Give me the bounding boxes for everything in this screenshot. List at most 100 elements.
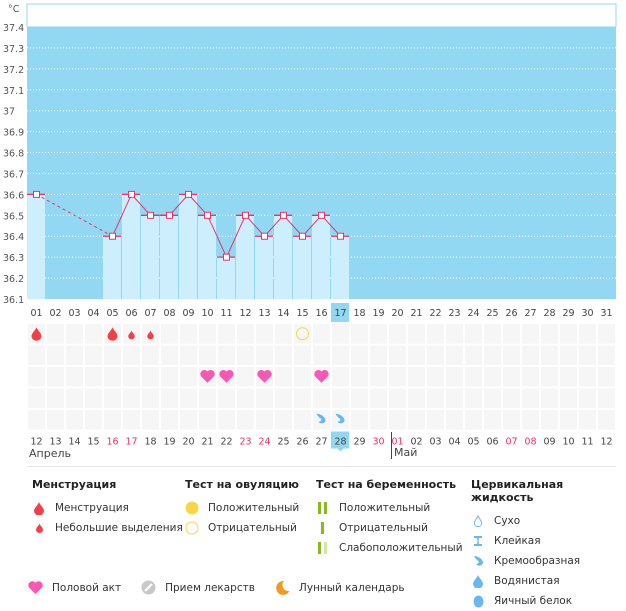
pill-icon	[141, 580, 156, 595]
calendar-cell	[237, 345, 254, 365]
x-tick-label: 12	[239, 308, 251, 319]
calendar-cell	[484, 388, 501, 408]
filled-circle-icon	[185, 501, 199, 515]
calendar-cell	[465, 324, 482, 344]
calendar-cell	[142, 367, 159, 387]
calendar-cell	[579, 324, 596, 344]
x-tick-label: 10	[201, 308, 213, 319]
y-tick-label: 37	[3, 107, 15, 118]
calendar-cell	[465, 367, 482, 387]
y-tick-label: 36.8	[3, 149, 24, 160]
calendar-cell	[294, 345, 311, 365]
data-point-marker	[299, 232, 306, 240]
calendar-cell	[522, 388, 539, 408]
data-point-marker	[318, 211, 325, 219]
temperature-bar	[293, 236, 311, 299]
calendar-cell	[389, 388, 406, 408]
x-tick-label: 14	[277, 308, 289, 319]
calendar-cell	[28, 367, 45, 387]
calendar-cell	[427, 324, 444, 344]
one-line-icon	[316, 521, 330, 535]
x-tick-label: 27	[524, 308, 536, 319]
calendar-cell	[85, 388, 102, 408]
legend-item-intercourse: Половой акт	[28, 580, 121, 595]
calendar-cell	[256, 388, 273, 408]
calendar-cell	[256, 410, 273, 430]
y-tick-label: 36.5	[3, 211, 24, 222]
heart-icon	[219, 370, 234, 383]
calendar-cell	[28, 388, 45, 408]
calendar-day-label: 25	[277, 437, 289, 448]
calendar-cell	[465, 410, 482, 430]
calendar-cell	[560, 367, 577, 387]
empty-circle-icon	[185, 521, 199, 535]
legend-title: Менструация	[32, 478, 117, 491]
calendar-day-label: 10	[562, 437, 574, 448]
temperature-bar	[312, 215, 330, 299]
calendar-cell	[180, 324, 197, 344]
blood-drop-icon	[32, 501, 46, 515]
calendar-cell	[579, 388, 596, 408]
temperature-bar	[122, 194, 140, 299]
y-axis-unit: °C	[8, 4, 20, 15]
calendar-cell	[28, 345, 45, 365]
calendar-cell	[313, 345, 330, 365]
data-point-marker	[109, 232, 116, 240]
calendar-day-label: 19	[163, 437, 175, 448]
spotting-drop-icon	[128, 330, 135, 340]
temperature-bar	[27, 194, 45, 299]
calendar-cell	[104, 345, 121, 365]
legend-item-ovulation-positive: Положительный	[185, 498, 299, 518]
calendar-day-label: 01	[391, 437, 403, 448]
x-tick-label: 29	[562, 308, 574, 319]
legend-item-dry: Сухо	[471, 511, 626, 531]
calendar-day-label: 18	[144, 437, 156, 448]
y-tick-label: 36.1	[3, 295, 24, 306]
y-tick-label: 36.4	[3, 232, 24, 243]
calendar-cell	[47, 345, 64, 365]
calendar-cell	[389, 345, 406, 365]
legend-title: Тест на овуляцию	[185, 478, 299, 491]
legend-item-lunar-calendar: Лунный календарь	[275, 580, 405, 595]
creamy-fluid-icon	[316, 413, 326, 424]
calendar-cell	[85, 324, 102, 344]
temperature-bar	[236, 215, 254, 299]
legend-title: Тест на беременность	[316, 478, 457, 491]
legend-item-watery: Водянистая	[471, 571, 626, 591]
calendar-day-label: 22	[220, 437, 232, 448]
y-tick-label: 37.3	[3, 44, 24, 55]
temperature-line-segment	[226, 215, 246, 258]
calendar-day-label: 12	[600, 437, 612, 448]
calendar-day-label: 02	[410, 437, 422, 448]
calendar-cell	[351, 345, 368, 365]
bbt-chart: °C 36.1 36.2 36.3 36.4 36.5 36.6 36.7 36.8 36.9 37…	[3, 3, 617, 467]
legend-title: Цервикальная жидкость	[471, 478, 564, 504]
calendar-cell	[180, 367, 197, 387]
calendar-cell	[408, 367, 425, 387]
calendar-cell	[465, 388, 482, 408]
calendar-cell	[408, 410, 425, 430]
y-tick-label: 36.3	[3, 253, 24, 264]
x-tick-label: 19	[372, 308, 384, 319]
legend-item-menstruation: Менструация	[32, 498, 183, 518]
calendar-cell	[237, 388, 254, 408]
calendar-cell	[123, 367, 140, 387]
data-point-marker	[166, 211, 173, 219]
calendar-cell	[294, 388, 311, 408]
calendar-cell	[465, 345, 482, 365]
temperature-bar	[179, 194, 197, 299]
calendar-cell	[85, 345, 102, 365]
calendar-cell	[237, 324, 254, 344]
creamy-fluid-icon	[335, 413, 345, 424]
today-highlight	[331, 431, 349, 449]
calendar-day-label: 16	[106, 437, 118, 448]
calendar-cell	[389, 410, 406, 430]
dry-drop-icon	[471, 514, 485, 528]
temperature-bar	[331, 236, 349, 299]
data-point-marker	[242, 211, 249, 219]
calendar-cell	[408, 345, 425, 365]
temperature-bar	[141, 215, 159, 299]
calendar-day-label: 05	[467, 437, 479, 448]
legend-item-medication: Прием лекарств	[141, 580, 255, 595]
legend-item-spotting: Небольшие выделения	[32, 518, 183, 538]
